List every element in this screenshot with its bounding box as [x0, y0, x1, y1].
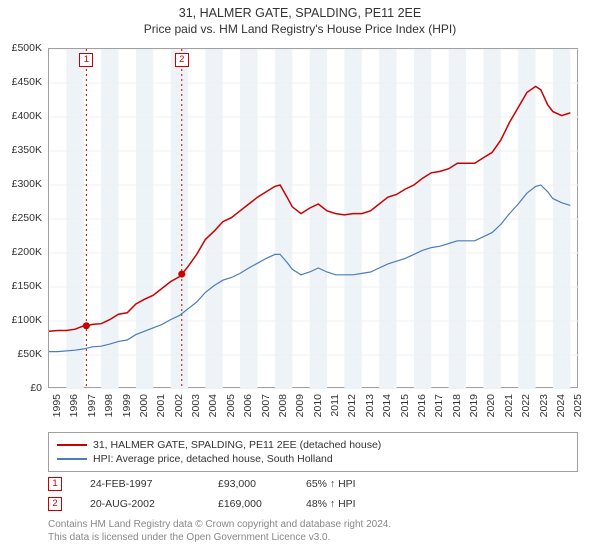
x-tick-label: 2022: [520, 394, 532, 417]
y-tick-label: £250K: [12, 212, 42, 224]
sales-list: 1 24-FEB-1997 £93,000 65% ↑ HPI 2 20-AUG…: [48, 474, 578, 514]
chart-plot: 12: [48, 48, 578, 388]
x-tick-label: 2000: [138, 394, 150, 417]
y-tick-label: £400K: [12, 110, 42, 122]
x-tick-label: 2005: [225, 394, 237, 417]
y-axis: £0£50K£100K£150K£200K£250K£300K£350K£400…: [0, 48, 46, 388]
x-tick-label: 1998: [103, 394, 115, 417]
legend: 31, HALMER GATE, SPALDING, PE11 2EE (det…: [48, 432, 578, 472]
sale-hpi: 48% ↑ HPI: [306, 498, 386, 510]
x-tick-label: 2015: [399, 394, 411, 417]
y-tick-label: £150K: [12, 280, 42, 292]
sale-date: 24-FEB-1997: [90, 478, 190, 490]
x-tick-label: 2009: [294, 394, 306, 417]
x-tick-label: 2024: [555, 394, 567, 417]
sale-price: £93,000: [218, 478, 278, 490]
y-tick-label: £350K: [12, 144, 42, 156]
x-tick-label: 2012: [346, 394, 358, 417]
legend-label-price: 31, HALMER GATE, SPALDING, PE11 2EE (det…: [93, 439, 381, 451]
y-tick-label: £100K: [12, 314, 42, 326]
y-tick-label: £500K: [12, 42, 42, 54]
x-tick-label: 2001: [155, 394, 167, 417]
sale-marker-icon: 2: [48, 497, 62, 511]
sale-hpi: 65% ↑ HPI: [306, 478, 386, 490]
x-tick-label: 2016: [416, 394, 428, 417]
footer-line-2: This data is licensed under the Open Gov…: [48, 531, 578, 544]
x-tick-label: 1995: [51, 394, 63, 417]
x-tick-label: 2023: [538, 394, 550, 417]
x-tick-label: 1996: [68, 394, 80, 417]
legend-label-hpi: HPI: Average price, detached house, Sout…: [93, 453, 333, 465]
sale-date: 20-AUG-2002: [90, 498, 190, 510]
y-tick-label: £450K: [12, 76, 42, 88]
x-tick-label: 2020: [485, 394, 497, 417]
x-tick-label: 2019: [468, 394, 480, 417]
x-tick-label: 2014: [381, 394, 393, 417]
x-tick-label: 1999: [121, 394, 133, 417]
x-tick-label: 2018: [451, 394, 463, 417]
x-tick-label: 2002: [173, 394, 185, 417]
y-tick-label: £50K: [17, 348, 42, 360]
legend-swatch-price: [57, 444, 87, 446]
x-tick-label: 2013: [364, 394, 376, 417]
x-tick-label: 2004: [207, 394, 219, 417]
x-tick-label: 2021: [503, 394, 515, 417]
y-tick-label: £0: [30, 382, 42, 394]
chart-title-2: Price paid vs. HM Land Registry's House …: [0, 20, 600, 36]
x-axis: 1995 1996 1997 1998 1999 2000 2001 2002 2003 2004…: [48, 390, 578, 434]
sale-row: 1 24-FEB-1997 £93,000 65% ↑ HPI: [48, 474, 578, 494]
x-tick-label: 2011: [329, 394, 341, 417]
x-tick-label: 2025: [572, 394, 584, 417]
chart-sale-marker-icon: 2: [175, 53, 189, 67]
x-tick-label: 2010: [312, 394, 324, 417]
chart-title-1: 31, HALMER GATE, SPALDING, PE11 2EE: [0, 6, 600, 20]
x-tick-label: 2006: [242, 394, 254, 417]
sale-marker-icon: 1: [48, 477, 62, 491]
y-tick-label: £300K: [12, 178, 42, 190]
footer-line-1: Contains HM Land Registry data © Crown c…: [48, 518, 578, 531]
chart-sale-marker-icon: 1: [79, 53, 93, 67]
footer-attribution: Contains HM Land Registry data © Crown c…: [48, 518, 578, 544]
x-tick-label: 2007: [260, 394, 272, 417]
y-tick-label: £200K: [12, 246, 42, 258]
sale-price: £169,000: [218, 498, 278, 510]
legend-swatch-hpi: [57, 458, 87, 460]
sale-row: 2 20-AUG-2002 £169,000 48% ↑ HPI: [48, 494, 578, 514]
x-tick-label: 2003: [190, 394, 202, 417]
x-tick-label: 2008: [277, 394, 289, 417]
x-tick-label: 1997: [86, 394, 98, 417]
x-tick-label: 2017: [433, 394, 445, 417]
